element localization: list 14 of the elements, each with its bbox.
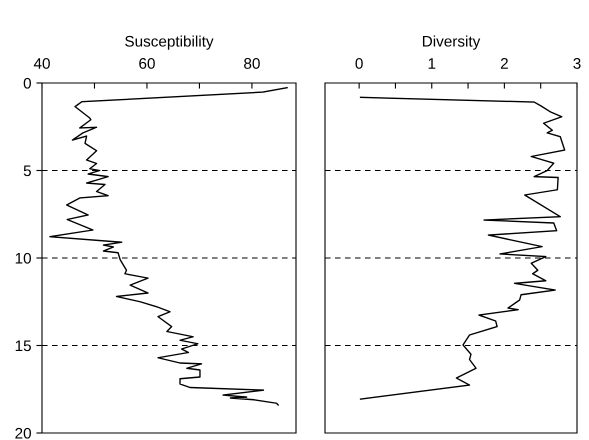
y-tick-label: 20 bbox=[15, 428, 31, 439]
x-axis-title: Diversity bbox=[422, 35, 480, 50]
y-tick-label: 5 bbox=[24, 166, 31, 176]
x-tick-label: 1 bbox=[428, 58, 436, 69]
y-tick-label: 15 bbox=[16, 340, 31, 352]
x-tick-label: 40 bbox=[34, 58, 50, 69]
y-tick-label: 10 bbox=[16, 252, 31, 264]
y-tick-label: 0 bbox=[24, 78, 31, 89]
x-tick-label: 2 bbox=[500, 58, 508, 69]
x-tick-label: 80 bbox=[244, 58, 260, 69]
x-axis-title: Susceptibility bbox=[125, 35, 214, 50]
x-tick-label: 0 bbox=[355, 58, 363, 69]
x-tick-label: 60 bbox=[139, 58, 155, 69]
x-tick-label: 3 bbox=[573, 58, 581, 69]
